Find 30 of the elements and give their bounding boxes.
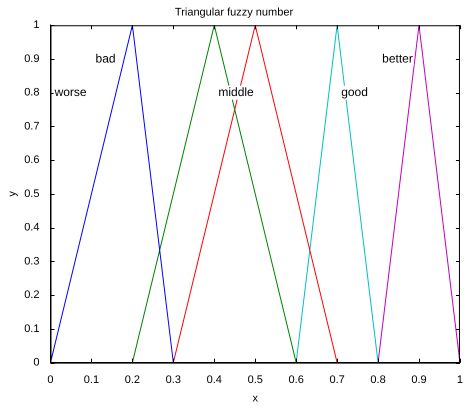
y-tick-label: 0.6: [24, 154, 40, 166]
y-tick-label: 0.3: [24, 255, 40, 268]
annotation: worse: [54, 84, 87, 99]
annotation: good: [341, 84, 368, 99]
annotation: better: [382, 51, 413, 66]
y-tick-label: 0.7: [24, 120, 40, 132]
y-tick-label: 0.2: [24, 289, 40, 302]
y-axis-title: y: [6, 190, 19, 197]
annotation: middle: [218, 84, 254, 99]
x-tick-label: 0.6: [288, 374, 304, 386]
x-tick-label: 0.9: [411, 374, 427, 386]
x-axis-title: x: [252, 392, 258, 404]
x-tick-label: 0.1: [84, 374, 100, 386]
y-tick-label: 0.8: [24, 86, 40, 99]
x-tick-label: 0.5: [248, 374, 263, 386]
x-tick-label: 0.3: [166, 374, 181, 386]
y-tick-label: 0.9: [24, 52, 40, 65]
chart-title: Triangular fuzzy number: [174, 6, 294, 19]
y-tick-label: 0: [33, 356, 40, 369]
y-tick-label: 0.1: [24, 322, 40, 335]
y-tick-label: 0.5: [24, 188, 40, 200]
y-tick-label: 0.4: [24, 222, 40, 234]
y-tick-label: 1: [33, 19, 40, 32]
x-tick-label: 0.2: [124, 374, 140, 386]
x-tick-label: 0: [47, 374, 54, 386]
x-tick-label: 0.7: [329, 374, 345, 386]
x-tick-label: 1: [456, 374, 464, 386]
x-tick-label: 0.8: [370, 374, 386, 386]
x-tick-label: 0.4: [206, 374, 222, 386]
annotation: bad: [96, 51, 116, 66]
